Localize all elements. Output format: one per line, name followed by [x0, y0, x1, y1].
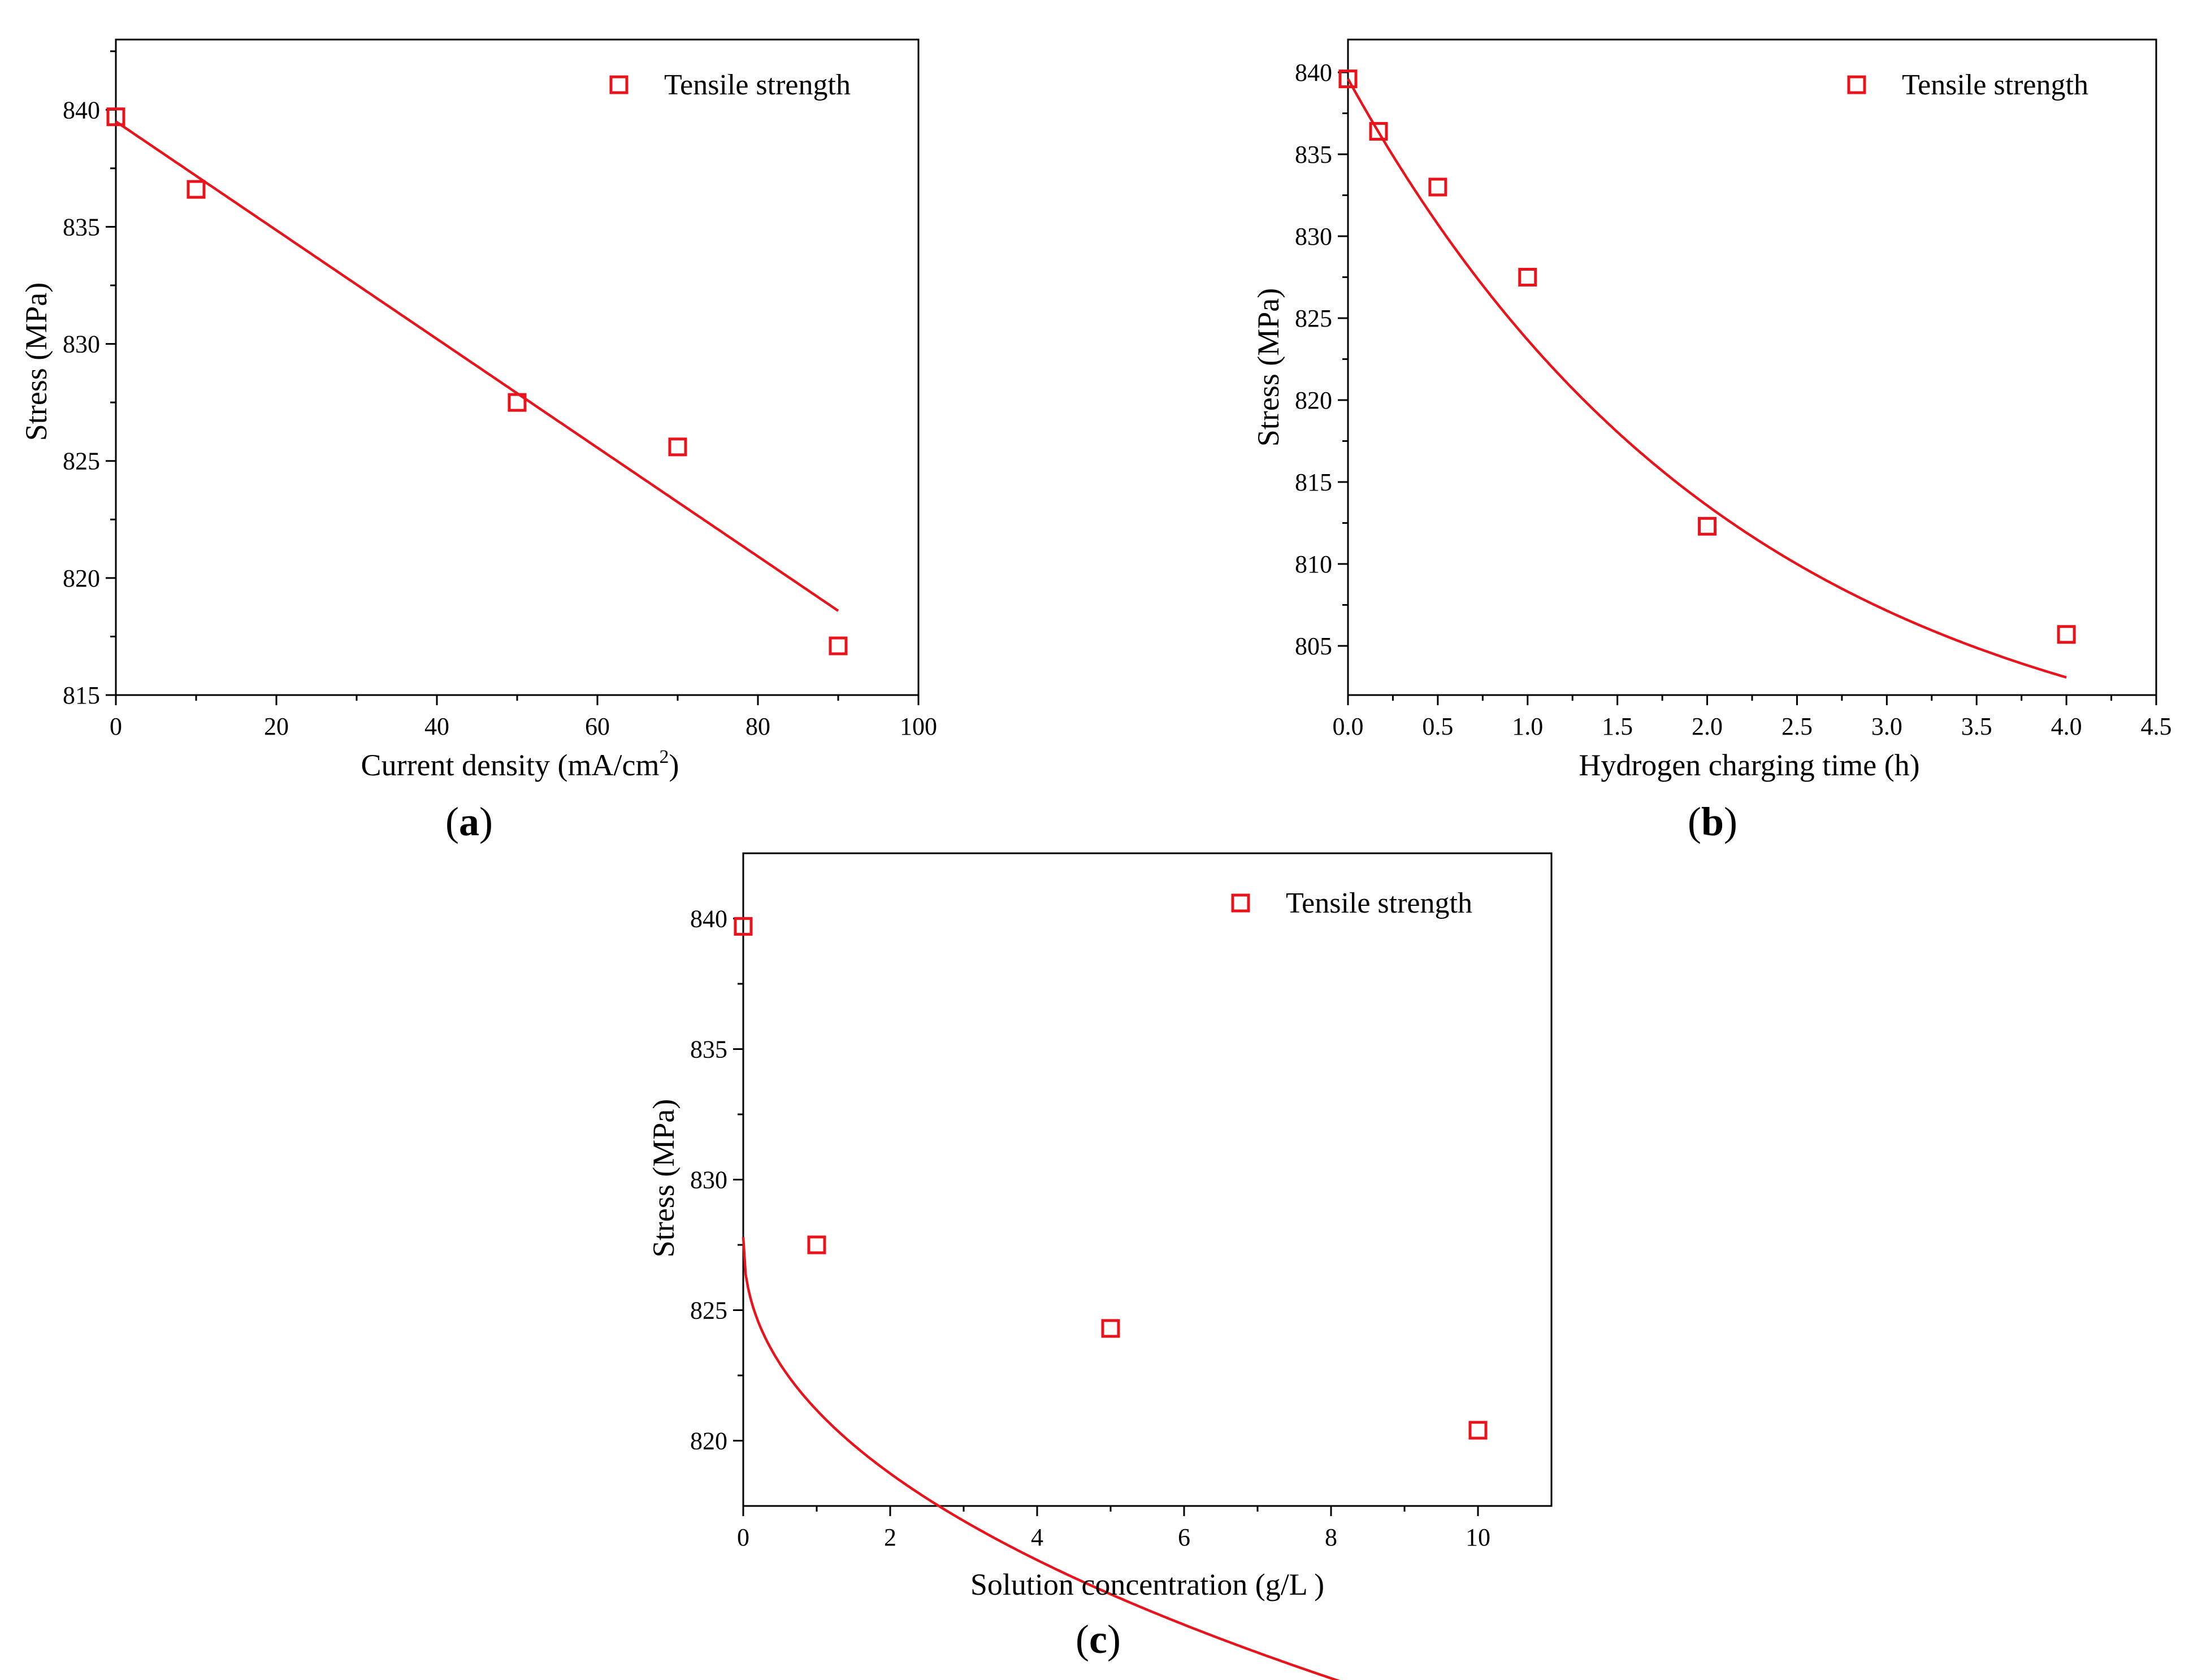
y-tick-label-b: 835: [1295, 141, 1332, 168]
x-tick-label-b: 3.5: [1961, 713, 1992, 740]
y-tick-label-b: 805: [1295, 632, 1332, 660]
x-tick-label-c: 6: [1178, 1523, 1190, 1551]
panel-caption-c: (c): [1076, 1617, 1121, 1662]
x-tick-label-a: 100: [900, 713, 937, 740]
x-axis-label-b: Hydrogen charging time (h): [1579, 748, 1919, 782]
data-point-b: [1428, 177, 1447, 197]
x-tick-label-a: 60: [585, 713, 610, 740]
data-point-a: [106, 107, 125, 127]
x-tick-label-c: 8: [1325, 1523, 1337, 1551]
data-point-c: [807, 1235, 826, 1254]
x-tick-label-b: 4.5: [2141, 713, 2172, 740]
fit-line-c: [742, 1236, 1341, 1680]
x-tick-label-b: 1.0: [1512, 713, 1543, 740]
legend-marker-c: [1231, 893, 1250, 913]
y-tick-label-b: 830: [1295, 223, 1332, 250]
chart-panel-b: 0.0 0.5 1.0 1.5 2.0 2.5 3.0 3.5 4.0 4.5 805 810 815 8…: [1251, 38, 2172, 844]
y-tick-label-a: 815: [63, 681, 100, 709]
x-tick-label-b: 0.0: [1333, 713, 1364, 740]
y-tick-label-c: 825: [690, 1297, 727, 1325]
y-tick-label-b: 840: [1295, 59, 1332, 86]
x-tick-label-a: 80: [745, 713, 770, 740]
y-axis-label-b: Stress (MPa): [1251, 288, 1285, 447]
x-tick-label-b: 4.0: [2051, 713, 2082, 740]
data-point-c: [1101, 1319, 1120, 1338]
legend-label-b: Tensile strength: [1902, 69, 2088, 101]
y-tick-label-b: 810: [1295, 550, 1332, 578]
x-tick-label-c: 4: [1031, 1523, 1043, 1551]
x-tick-label-b: 2.0: [1692, 713, 1723, 740]
y-tick-label-a: 835: [63, 213, 100, 241]
legend-label-c: Tensile strength: [1286, 887, 1472, 919]
y-tick-label-a: 820: [63, 565, 100, 592]
data-point-a: [829, 636, 848, 655]
legend-marker-b: [1847, 75, 1866, 94]
y-tick-label-c: 835: [690, 1036, 727, 1063]
y-tick-label-c: 820: [690, 1427, 727, 1455]
x-tick-label-a: 0: [110, 713, 122, 740]
chart-panel-a: 0 20 40 60 80 100 815 820 825 830 835 840 Tensile st…: [19, 38, 937, 844]
y-tick-label-c: 840: [690, 905, 727, 933]
data-point-b: [1369, 121, 1388, 141]
data-point-a: [187, 180, 206, 199]
panel-caption-a: (a): [445, 799, 493, 844]
data-point-b: [1518, 268, 1537, 286]
x-axis-label-a: Current density (mA/cm2): [361, 746, 679, 782]
x-tick-label-c: 10: [1466, 1523, 1490, 1551]
y-tick-label-a: 840: [63, 96, 100, 124]
y-tick-label-b: 825: [1295, 305, 1332, 332]
fit-line-a: [115, 120, 839, 612]
data-point-b: [2057, 625, 2076, 644]
data-point-a: [508, 393, 527, 412]
x-axis-label-c: Solution concentration (g/L ): [970, 1568, 1324, 1601]
x-tick-label-b: 3.0: [1871, 713, 1902, 740]
y-tick-label-a: 830: [63, 331, 100, 358]
fit-line-b: [1347, 78, 2067, 679]
data-point-b: [1338, 70, 1358, 89]
x-tick-label-c: 0: [737, 1523, 749, 1551]
x-tick-label-b: 2.5: [1781, 713, 1813, 740]
chart-panel-c: 0 2 4 6 8 10 820 825 830 835 840 Tensile strength S…: [647, 852, 1553, 1680]
x-tick-label-b: 0.5: [1422, 713, 1453, 740]
data-point-b: [1698, 516, 1717, 536]
y-axis-label-a: Stress (MPa): [19, 283, 53, 441]
legend-label-a: Tensile strength: [664, 69, 851, 101]
legend-marker-a: [609, 75, 628, 94]
data-point-c: [1468, 1421, 1488, 1440]
y-tick-label-b: 820: [1295, 387, 1332, 414]
x-tick-label-a: 40: [424, 713, 449, 740]
x-tick-label-a: 20: [264, 713, 289, 740]
y-tick-label-b: 815: [1295, 468, 1332, 496]
panel-caption-b: (b): [1688, 799, 1737, 844]
data-point-c: [734, 917, 753, 936]
y-axis-label-c: Stress (MPa): [647, 1099, 680, 1258]
y-tick-label-c: 830: [690, 1166, 727, 1194]
x-tick-label-b: 1.5: [1602, 713, 1633, 740]
data-point-a: [668, 437, 687, 457]
x-tick-label-c: 2: [884, 1523, 896, 1551]
y-tick-label-a: 825: [63, 448, 100, 475]
